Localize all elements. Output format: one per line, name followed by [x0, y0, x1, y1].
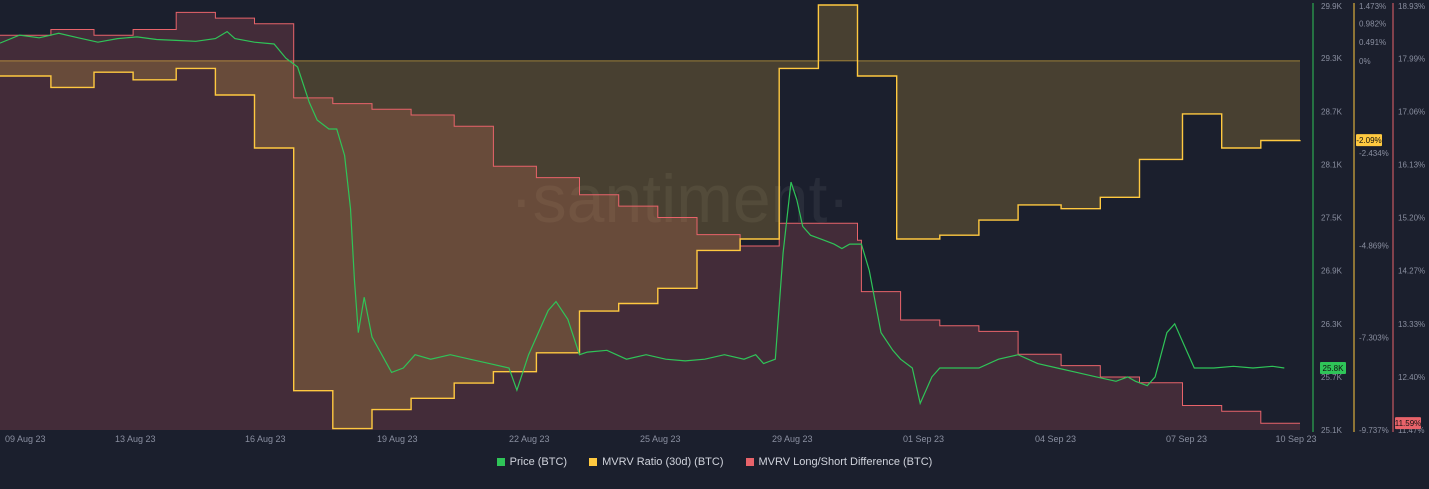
price-current-badge: 25.8K: [1320, 362, 1346, 375]
price-tick-label: 28.7K: [1321, 107, 1343, 116]
mvrv-tick-label: -4.869%: [1359, 241, 1389, 250]
series-fills: [0, 5, 1300, 431]
x-tick-label: 16 Aug 23: [245, 434, 286, 444]
x-tick-label: 07 Sep 23: [1166, 434, 1207, 444]
legend-label-mvrv: MVRV Ratio (30d) (BTC): [602, 456, 724, 468]
series-lines: [0, 4, 1301, 430]
x-tick-label: 19 Aug 23: [377, 434, 418, 444]
mvrv-tick-label: 0%: [1359, 57, 1371, 66]
price-tick-label: 29.3K: [1321, 54, 1343, 63]
price-tick-label: 29.9K: [1321, 2, 1343, 11]
ls-tick-label: 11.47%: [1398, 426, 1425, 435]
legend-swatch-ls: [745, 458, 754, 466]
x-tick-label: 22 Aug 23: [509, 434, 550, 444]
price-tick-label: 28.1K: [1321, 160, 1343, 169]
ls-tick-label: 17.99%: [1398, 55, 1425, 64]
ls-tick-label: 18.93%: [1398, 2, 1425, 11]
price-tick-label: 27.5K: [1321, 214, 1343, 223]
legend-swatch-price: [496, 458, 505, 466]
price-tick-label: 26.9K: [1321, 267, 1343, 276]
ls-tick-label: 15.20%: [1398, 214, 1425, 223]
axes: 09 Aug 23 13 Aug 23 16 Aug 23 19 Aug 23 22 A…: [5, 2, 1425, 444]
x-tick-label: 29 Aug 23: [772, 434, 813, 444]
mvrv-tick-label: -2.434%: [1359, 149, 1389, 158]
legend: Price (BTC) MVRV Ratio (30d) (BTC) MVRV …: [0, 456, 1429, 468]
x-tick-label: 09 Aug 23: [5, 434, 46, 444]
legend-swatch-mvrv: [589, 458, 598, 466]
ls-area: [0, 12, 1300, 431]
ls-tick-label: 12.40%: [1398, 373, 1425, 382]
x-tick-label: 04 Sep 23: [1035, 434, 1076, 444]
watermark: ·santiment·: [510, 161, 850, 237]
legend-label-ls: MVRV Long/Short Difference (BTC): [758, 456, 933, 468]
mvrv-line: [0, 4, 1301, 430]
mvrv-tick-label: 0.491%: [1359, 38, 1386, 47]
x-tick-label: 01 Sep 23: [903, 434, 944, 444]
svg-text:-2.09%: -2.09%: [1356, 136, 1381, 145]
price-tick-label: 26.3K: [1321, 320, 1343, 329]
legend-item-ls[interactable]: MVRV Long/Short Difference (BTC): [745, 456, 933, 468]
price-tick-label: 25.7K: [1321, 373, 1343, 382]
svg-text:11.59%: 11.59%: [1395, 419, 1422, 428]
ls-current-badge: 11.59%: [1395, 417, 1422, 430]
price-line: [0, 30, 1285, 406]
ls-line: [0, 11, 1300, 424]
x-tick-label: 13 Aug 23: [115, 434, 156, 444]
legend-item-mvrv[interactable]: MVRV Ratio (30d) (BTC): [589, 456, 724, 468]
x-tick-label: 10 Sep 23: [1275, 434, 1316, 444]
mvrv-area: [0, 5, 1300, 429]
ls-tick-label: 16.13%: [1398, 161, 1425, 170]
x-tick-label: 25 Aug 23: [640, 434, 681, 444]
legend-label-price: Price (BTC): [509, 456, 568, 468]
price-tick-label: 25.1K: [1321, 426, 1343, 435]
mvrv-tick-label: -9.737%: [1359, 426, 1389, 435]
ls-tick-label: 13.33%: [1398, 320, 1425, 329]
mvrv-tick-label: -7.303%: [1359, 334, 1389, 343]
ls-tick-label: 17.06%: [1398, 108, 1425, 117]
mvrv-tick-label: 0.982%: [1359, 20, 1386, 29]
legend-item-price[interactable]: Price (BTC): [496, 456, 568, 468]
mvrv-current-badge: -2.09%: [1356, 134, 1382, 147]
ls-tick-label: 14.27%: [1398, 266, 1425, 275]
mvrv-tick-label: 1.473%: [1359, 2, 1386, 11]
svg-text:25.8K: 25.8K: [1323, 364, 1345, 373]
